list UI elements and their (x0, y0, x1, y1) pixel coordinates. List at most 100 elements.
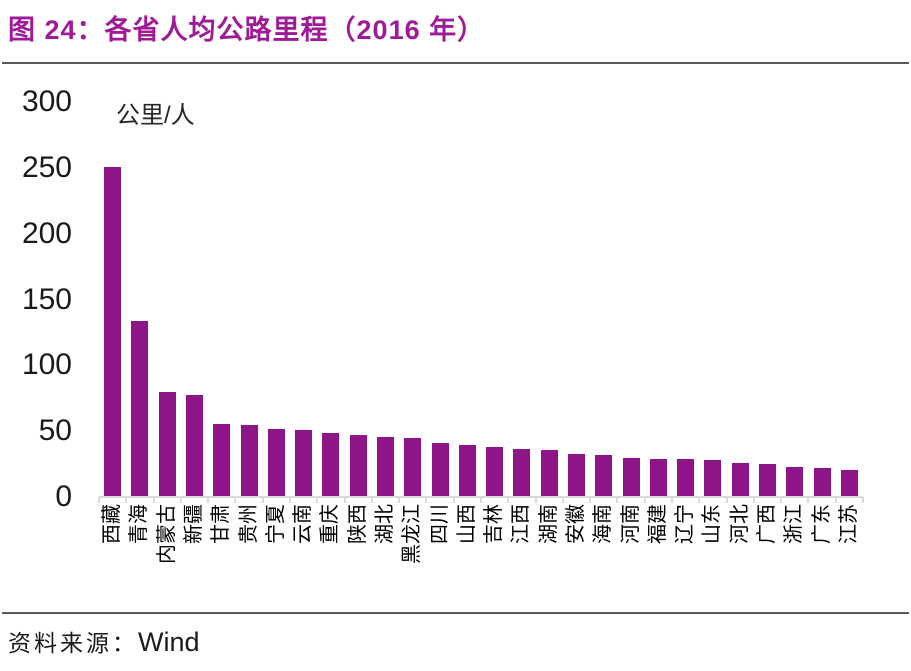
y-axis-tick-label: 150 (21, 282, 72, 316)
bar (759, 464, 776, 496)
bar (404, 438, 422, 496)
x-axis-tick (125, 497, 128, 503)
x-axis-label: 新疆 (183, 504, 205, 544)
x-axis-tick (616, 497, 619, 503)
y-axis-tick-label: 200 (21, 216, 72, 250)
x-axis-tick (234, 497, 237, 503)
x-axis-tick (507, 497, 510, 503)
x-axis-label: 四川 (428, 504, 451, 544)
x-axis-tick (725, 497, 728, 503)
bar (649, 459, 667, 496)
y-axis-tick-label: 300 (21, 85, 72, 118)
x-axis-tick (425, 497, 428, 503)
x-axis-tick (589, 497, 592, 503)
title-divider (2, 62, 909, 64)
x-axis-tick (316, 497, 319, 503)
bar (840, 469, 858, 496)
bar (677, 459, 695, 496)
bar (513, 448, 531, 496)
bar (322, 432, 340, 496)
x-axis-tick (780, 497, 783, 503)
x-axis-label: 湖北 (374, 504, 396, 544)
x-axis-tick (561, 497, 564, 503)
y-axis-tick-label: 100 (21, 348, 72, 382)
x-axis-tick (671, 497, 673, 503)
bar (295, 430, 313, 496)
bar (458, 444, 476, 496)
bar (595, 455, 613, 496)
bar (349, 435, 367, 496)
bar (704, 460, 722, 496)
x-axis-label: 辽宁 (674, 504, 697, 544)
x-axis-label: 安徽 (565, 504, 587, 544)
source-value: Wind (138, 627, 200, 657)
figure-title: 图 24：各省人均公路里程（2016 年） (8, 15, 486, 45)
x-axis-label: 湖南 (537, 504, 560, 544)
bar (786, 467, 804, 496)
y-axis-tick-label: 250 (21, 150, 72, 184)
x-axis-tick (152, 497, 155, 503)
source-caption: 资料来源：Wind (8, 624, 200, 658)
x-axis-tick (807, 497, 810, 503)
x-axis-tick (207, 497, 210, 503)
x-axis-label: 河南 (619, 504, 642, 544)
x-axis-tick (534, 497, 537, 503)
bar (240, 424, 258, 496)
x-axis-label: 河北 (728, 504, 751, 544)
x-axis-tick (480, 497, 482, 503)
y-axis-tick-label: 50 (38, 414, 72, 448)
bar (431, 443, 449, 496)
x-axis-label: 福建 (646, 504, 669, 544)
source-label: 资料来源： (8, 631, 138, 657)
x-axis-label: 浙江 (783, 504, 806, 544)
x-axis-label: 山东 (701, 504, 724, 544)
x-axis-tick (452, 497, 455, 503)
x-axis-tick (862, 497, 864, 503)
x-axis-tick (398, 497, 401, 503)
x-axis-label: 江西 (510, 504, 533, 544)
x-axis-label: 江苏 (837, 504, 860, 544)
x-axis-label: 陕西 (346, 504, 369, 544)
bar (568, 453, 585, 496)
bar (158, 391, 176, 496)
bar (813, 468, 831, 496)
x-axis-label: 广东 (810, 504, 833, 544)
x-axis-label: 内蒙古 (155, 504, 178, 564)
bar (377, 436, 394, 496)
x-axis-label: 青海 (128, 504, 151, 544)
bar (213, 423, 231, 496)
x-axis-tick (698, 497, 701, 503)
x-axis-tick (289, 497, 291, 503)
x-axis-label: 甘肃 (210, 504, 233, 544)
x-axis-tick (343, 497, 346, 503)
x-axis-label: 海南 (592, 504, 615, 544)
x-axis-label: 重庆 (319, 504, 342, 544)
x-axis-tick (370, 497, 373, 503)
bar (186, 394, 203, 496)
x-axis-label: 宁夏 (264, 504, 287, 544)
bar (540, 449, 558, 496)
bar (267, 428, 285, 496)
x-axis-tick (834, 497, 837, 503)
x-axis-tick (643, 497, 646, 503)
y-axis-unit-label: 公里/人 (116, 102, 195, 129)
x-axis-label: 广西 (756, 504, 778, 544)
x-axis-label: 贵州 (237, 504, 260, 544)
x-axis-tick (179, 497, 182, 503)
x-axis-label: 山西 (455, 504, 478, 544)
y-axis-tick-label: 0 (55, 480, 72, 513)
bar (104, 166, 122, 496)
bar (622, 457, 640, 496)
x-axis-label: 西藏 (101, 504, 124, 544)
x-axis-label: 吉林 (483, 504, 506, 544)
x-axis-label: 黑龙江 (401, 504, 424, 564)
x-axis-label: 云南 (292, 504, 315, 544)
bar (486, 447, 504, 496)
bar (131, 320, 149, 496)
bar (731, 463, 749, 496)
footer-divider (2, 612, 909, 614)
x-axis-tick (261, 497, 264, 503)
x-axis-tick (752, 497, 755, 503)
